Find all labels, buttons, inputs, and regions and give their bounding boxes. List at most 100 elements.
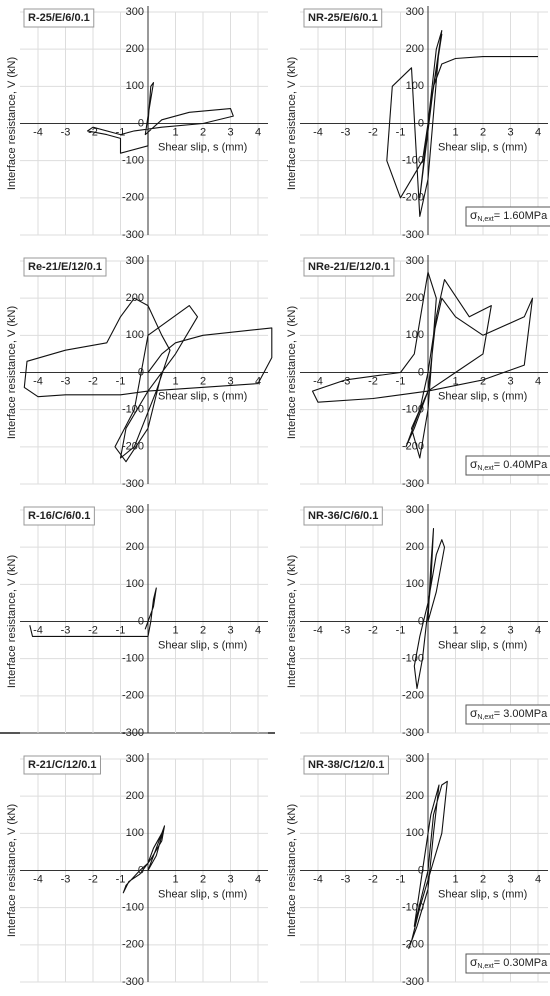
y-axis-label: Interface resistance, V (kN) [6,804,18,937]
x-axis-label: Shear slip, s (mm) [438,888,527,900]
annotation-symbol: σ [470,457,478,471]
title-box [303,755,389,775]
x-tick-label: 2 [200,126,206,138]
y-tick-label: -300 [122,727,144,739]
x-tick-label: -4 [313,873,323,885]
panel-title: R-16/C/6/0.1 [28,510,90,522]
y-tick-label: 200 [126,541,144,553]
panel: -4 -3 -2 -1 1 2 3 4-300-200-1000100200300Shear … [286,753,550,988]
annotation-text: = 0.40MPa [494,459,548,471]
x-tick-label: 4 [535,624,541,636]
y-tick-label: 0 [418,366,424,378]
y-tick-label: -300 [402,976,424,988]
x-axis-label: Shear slip, s (mm) [438,639,527,651]
y-tick-label: -300 [402,478,424,490]
y-tick-label: -200 [122,441,144,453]
title-box [23,755,101,775]
y-tick-label: 100 [406,80,424,92]
x-tick-label: -4 [313,375,323,387]
y-tick-label: -100 [122,404,144,416]
x-tick-label: -1 [116,624,126,636]
annotation: σN,ext= 3.00MPa [470,706,548,721]
y-tick-label: 300 [126,6,144,18]
panel-title: NRe-21/E/12/0.1 [308,261,390,273]
y-tick-label: 300 [126,504,144,516]
y-tick-label: 200 [406,43,424,55]
x-tick-label: -3 [341,375,351,387]
annotation-symbol: σ [470,955,478,969]
hysteresis-curve [122,825,166,894]
x-tick-label: -3 [341,624,351,636]
x-axis-label: Shear slip, s (mm) [438,141,527,153]
title-box [23,506,95,526]
x-tick-label: 4 [255,126,261,138]
annotation: σN,ext= 0.30MPa [470,955,548,970]
y-tick-label: -200 [402,690,424,702]
hysteresis-curve [413,528,446,689]
x-tick-label: 3 [507,375,513,387]
annotation: σN,ext= 1.60MPa [470,208,548,223]
panel: -4 -3 -2 -1 1 2 3 4-300-200-1000100200300Shear … [6,753,268,988]
y-tick-label: 200 [406,790,424,802]
panel: -4 -3 -2 -1 1 2 3 4-300-200-1000100200300Shear … [286,255,550,490]
y-tick-label: -100 [122,653,144,665]
x-tick-label: 1 [172,375,178,387]
y-tick-label: 0 [418,117,424,129]
y-tick-label: -100 [122,902,144,914]
x-tick-label: -2 [88,873,98,885]
annotation-symbol: σ [470,208,478,222]
annotation-subscript: N,ext [477,714,493,721]
x-tick-label: -2 [368,873,378,885]
y-tick-label: -100 [122,155,144,167]
x-tick-label: 2 [200,873,206,885]
x-tick-label: 3 [227,873,233,885]
x-tick-label: -3 [61,126,71,138]
x-tick-label: 1 [452,375,458,387]
title-box [303,506,383,526]
x-tick-label: 3 [507,873,513,885]
panel-title: NR-38/C/12/0.1 [308,759,384,771]
y-axis-label: Interface resistance, V (kN) [6,57,18,190]
annotation-subscript: N,ext [477,465,493,472]
y-tick-label: -200 [122,690,144,702]
title-box [303,8,383,28]
x-tick-label: 4 [255,624,261,636]
y-axis-label: Interface resistance, V (kN) [286,555,298,688]
x-axis-label: Shear slip, s (mm) [158,888,247,900]
x-tick-label: -4 [33,375,43,387]
y-tick-label: 100 [126,329,144,341]
annotation-text: = 3.00MPa [494,708,548,720]
x-tick-label: 3 [507,126,513,138]
y-tick-label: 300 [406,255,424,267]
y-tick-label: 300 [126,255,144,267]
annotation-subscript: N,ext [477,216,493,223]
annotation-subscript: N,ext [477,963,493,970]
x-tick-label: 2 [480,873,486,885]
x-tick-label: 3 [227,126,233,138]
panel-title: NR-25/E/6/0.1 [308,12,378,24]
x-tick-label: -2 [88,375,98,387]
annotation: σN,ext= 0.40MPa [470,457,548,472]
x-tick-label: -2 [368,624,378,636]
x-tick-label: -2 [368,126,378,138]
x-tick-label: -4 [33,873,43,885]
y-tick-label: 300 [406,504,424,516]
annotation-box [465,704,550,725]
y-axis-label: Interface resistance, V (kN) [6,306,18,439]
x-tick-label: -1 [116,873,126,885]
x-tick-label: 3 [227,375,233,387]
title-box [303,257,395,277]
y-tick-label: 100 [406,329,424,341]
y-tick-label: -300 [402,229,424,241]
y-tick-label: 100 [406,827,424,839]
y-tick-label: -100 [402,155,424,167]
x-tick-label: -4 [313,126,323,138]
panel-title: R-25/E/6/0.1 [28,12,90,24]
y-tick-label: -300 [402,727,424,739]
y-tick-label: 0 [138,615,144,627]
x-tick-label: 1 [172,126,178,138]
y-tick-label: 200 [406,541,424,553]
y-tick-label: 200 [126,790,144,802]
y-tick-label: -300 [122,478,144,490]
x-tick-label: 1 [172,624,178,636]
